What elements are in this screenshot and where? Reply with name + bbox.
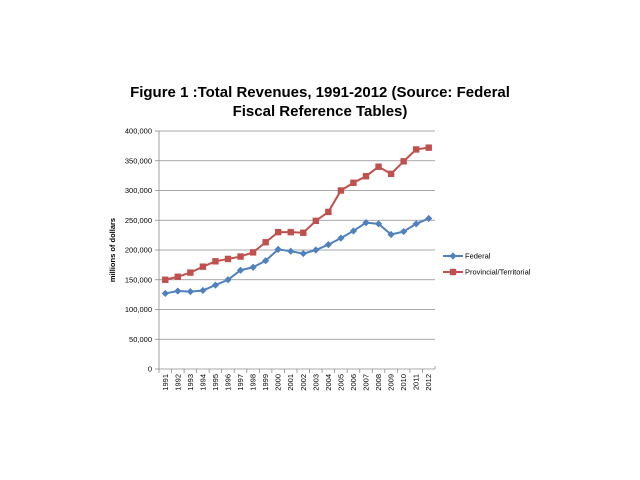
data-point xyxy=(400,227,408,236)
y-tick-label: 250,000 xyxy=(125,216,152,225)
series xyxy=(161,144,433,298)
data-point xyxy=(199,263,207,270)
x-tick-label: 2003 xyxy=(311,374,320,391)
axes xyxy=(155,130,436,373)
data-point xyxy=(337,187,345,194)
data-point xyxy=(262,257,270,265)
x-tick-label: 1993 xyxy=(186,374,195,391)
y-tick-label: 400,000 xyxy=(125,127,152,136)
legend-marker xyxy=(449,252,457,260)
data-point xyxy=(349,227,358,235)
legend-marker xyxy=(449,268,457,276)
data-point xyxy=(412,220,420,228)
data-point xyxy=(312,246,320,254)
chart-title-line-2: Fiscal Reference Tables) xyxy=(232,103,408,120)
data-point xyxy=(249,263,257,271)
data-point xyxy=(249,249,257,256)
y-tick-label: 350,000 xyxy=(125,156,152,165)
data-point xyxy=(224,255,232,263)
data-point xyxy=(162,276,169,283)
data-point xyxy=(337,234,345,242)
data-point xyxy=(299,249,307,258)
x-tick-label: 2010 xyxy=(399,374,408,391)
data-point xyxy=(412,146,420,153)
x-tick-label: 2004 xyxy=(324,374,333,391)
legend-label: Provincial/Territorial xyxy=(465,268,531,277)
data-point xyxy=(425,214,433,223)
x-tick-label: 1995 xyxy=(211,374,220,391)
x-tick-label: 1991 xyxy=(161,374,170,391)
data-point xyxy=(362,173,370,180)
data-point xyxy=(161,289,169,298)
legend-item: Provincial/Territorial xyxy=(443,268,531,277)
data-point xyxy=(350,179,357,186)
y-tick-label: 150,000 xyxy=(125,275,152,284)
y-tick-label: 0 xyxy=(148,365,152,374)
data-point xyxy=(274,245,282,254)
data-point xyxy=(362,219,370,227)
x-tick-label: 2006 xyxy=(349,374,358,391)
x-tick-label: 2012 xyxy=(424,374,433,391)
x-tick-label: 2000 xyxy=(274,374,283,391)
x-tick-label: 1992 xyxy=(173,374,182,391)
data-point xyxy=(287,228,294,236)
data-point xyxy=(199,286,207,295)
data-point xyxy=(211,281,220,289)
x-tick-label: 1999 xyxy=(261,374,270,391)
data-point xyxy=(425,144,432,151)
series-federal xyxy=(161,214,433,298)
x-tick-label: 2002 xyxy=(299,374,308,391)
x-tick-label: 1994 xyxy=(198,374,207,391)
legend: Federal Provincial/Territorial xyxy=(443,252,531,277)
data-point xyxy=(325,208,332,216)
y-axis-label: millions of dollars xyxy=(108,218,117,282)
legend-label: Federal xyxy=(465,252,491,261)
data-point xyxy=(312,217,320,225)
series-line xyxy=(165,146,429,281)
legend-item: Federal xyxy=(443,252,491,261)
data-point xyxy=(174,287,182,295)
x-tick-label: 1998 xyxy=(249,374,258,391)
data-point xyxy=(187,269,194,276)
x-tick-label: 1996 xyxy=(224,374,233,391)
y-tick-label: 50,000 xyxy=(129,335,152,344)
x-tick-labels: 1991 1992 1993 1994 1995 1996 1997 1998 1999 2000… xyxy=(161,374,433,391)
data-point xyxy=(224,276,232,284)
data-point xyxy=(324,241,332,249)
chart-title-line-1: Figure 1 :Total Revenues, 1991-2012 (Sou… xyxy=(130,84,510,101)
data-point xyxy=(387,170,395,178)
x-tick-label: 2009 xyxy=(387,374,396,391)
x-tick-label: 2008 xyxy=(374,374,383,391)
x-tick-label: 1997 xyxy=(236,374,245,391)
y-tick-label: 200,000 xyxy=(125,246,152,255)
series-line xyxy=(165,217,430,295)
data-point xyxy=(375,163,382,170)
data-point xyxy=(186,288,194,296)
data-point xyxy=(237,253,244,260)
x-tick-label: 2001 xyxy=(286,374,295,391)
data-point xyxy=(236,266,245,274)
y-tick-labels: 0 50,000 100,000 150,000 200,000 250,000 300,0… xyxy=(125,127,152,374)
data-point xyxy=(400,158,407,165)
y-tick-label: 100,000 xyxy=(125,305,152,314)
data-point xyxy=(212,258,219,265)
gridlines xyxy=(159,130,435,340)
data-point xyxy=(374,220,383,228)
data-point xyxy=(174,273,182,280)
data-point xyxy=(262,239,269,246)
data-point xyxy=(287,247,295,255)
data-point xyxy=(387,230,395,239)
x-tick-label: 2005 xyxy=(336,374,345,391)
data-point xyxy=(300,229,307,236)
y-tick-label: 300,000 xyxy=(125,186,152,195)
series-provincial-territorial xyxy=(162,144,432,283)
x-tick-label: 2011 xyxy=(412,374,421,390)
x-tick-label: 2007 xyxy=(362,374,371,391)
data-point xyxy=(274,228,282,236)
